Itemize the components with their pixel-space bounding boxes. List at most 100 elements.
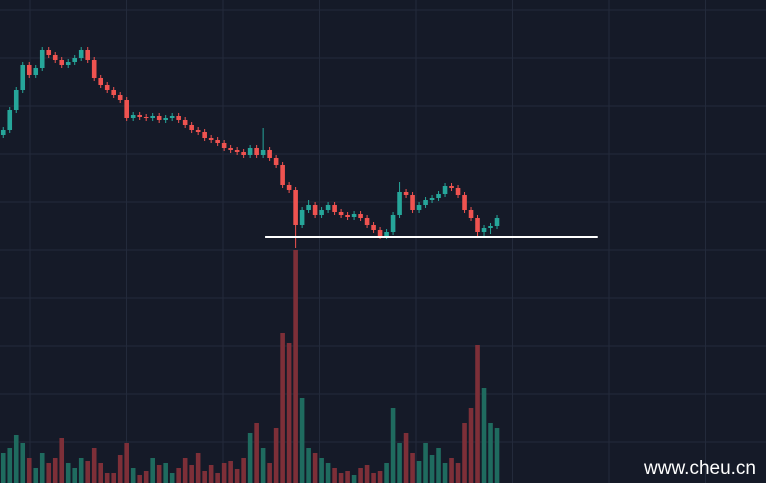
volume-bar xyxy=(130,468,136,483)
volume-bar xyxy=(208,465,214,483)
volume-bar xyxy=(124,443,129,483)
volume-bar xyxy=(150,458,155,483)
candle-body xyxy=(0,130,6,135)
volume-bar xyxy=(215,473,220,483)
candle-body xyxy=(137,115,142,117)
candle-body xyxy=(254,148,259,155)
candle-body xyxy=(72,58,78,62)
volume-bar xyxy=(195,453,201,483)
candle-body xyxy=(91,60,97,78)
candle-body xyxy=(371,225,376,230)
candle-body xyxy=(475,218,480,232)
volume-bar xyxy=(410,453,415,483)
volume-bar xyxy=(364,465,370,483)
volume-bar xyxy=(293,250,298,483)
volume-bar xyxy=(65,463,71,483)
candle-body xyxy=(273,158,279,165)
candle-body xyxy=(130,115,136,118)
volume-bar xyxy=(202,471,207,483)
candle-body xyxy=(293,190,298,225)
candle-body xyxy=(319,210,324,215)
volume-bar xyxy=(26,458,32,483)
candle-body xyxy=(449,186,454,188)
candle-body xyxy=(260,150,266,155)
volume-bar xyxy=(416,461,422,483)
volume-bar xyxy=(176,468,181,483)
candle-body xyxy=(117,95,123,100)
candle-body xyxy=(52,55,58,60)
volume-bar xyxy=(234,469,240,483)
volume-bar xyxy=(169,473,175,483)
volume-bar xyxy=(280,333,285,483)
candle-body xyxy=(156,116,162,120)
candle-body xyxy=(325,205,331,210)
candle-body xyxy=(397,192,402,215)
volume-bar xyxy=(143,471,149,483)
candle-body xyxy=(423,200,428,205)
volume-bar xyxy=(104,473,110,483)
volume-bar xyxy=(85,461,91,483)
volume-bar xyxy=(189,465,194,483)
volume-bar xyxy=(52,458,58,483)
volume-bar xyxy=(358,468,363,483)
volume-bar xyxy=(221,463,227,483)
candle-body xyxy=(26,65,32,75)
candle-body xyxy=(442,186,448,194)
candle-body xyxy=(410,195,415,210)
candle-body xyxy=(351,214,357,217)
volume-bar xyxy=(254,423,259,483)
candle-body xyxy=(416,205,422,210)
candle-body xyxy=(358,214,363,218)
volume-bar xyxy=(117,455,123,483)
candle-body xyxy=(46,50,52,55)
candle-body xyxy=(202,132,207,138)
volume-bar xyxy=(403,433,409,483)
candle-body xyxy=(169,116,175,118)
candle-body xyxy=(104,85,110,90)
candle-body xyxy=(338,212,344,215)
candle-body xyxy=(390,215,396,232)
volume-bar xyxy=(163,463,168,483)
volume-bar xyxy=(384,463,389,483)
candle-body xyxy=(98,78,104,85)
candle-body xyxy=(247,148,253,155)
volume-bar xyxy=(319,458,324,483)
volume-bar xyxy=(299,398,305,483)
volume-bar xyxy=(46,463,52,483)
candle-body xyxy=(39,50,45,68)
volume-bar xyxy=(0,453,6,483)
candle-body xyxy=(241,152,246,155)
candle-body xyxy=(280,165,285,185)
volume-bar xyxy=(182,458,188,483)
volume-bar xyxy=(325,463,331,483)
volume-bar xyxy=(111,473,116,483)
candle-body xyxy=(111,90,116,95)
volume-bar xyxy=(91,448,97,483)
volume-bar xyxy=(397,443,402,483)
volume-bar xyxy=(7,448,13,483)
volume-bar xyxy=(475,345,480,483)
candle-body xyxy=(124,100,129,118)
candle-body xyxy=(299,210,305,225)
volume-bar xyxy=(345,471,350,483)
volume-bar xyxy=(442,463,448,483)
volume-bar xyxy=(228,461,233,483)
volume-bar xyxy=(468,408,474,483)
volume-bar xyxy=(449,458,454,483)
volume-bar xyxy=(338,473,344,483)
candle-body xyxy=(286,185,292,190)
volume-bar xyxy=(13,435,19,483)
volume-bar xyxy=(312,453,318,483)
price-layer xyxy=(0,47,598,248)
candle-body xyxy=(33,68,39,75)
volume-layer xyxy=(0,250,500,483)
volume-bar xyxy=(351,475,357,483)
candle-body xyxy=(208,138,214,140)
candle-body xyxy=(189,125,194,130)
volume-bar xyxy=(429,455,435,483)
volume-bar xyxy=(39,453,45,483)
candle-body xyxy=(403,192,409,195)
volume-bar xyxy=(98,463,104,483)
